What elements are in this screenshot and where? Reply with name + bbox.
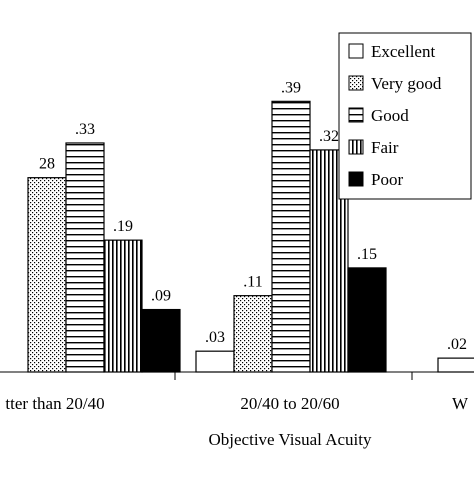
bar-excellent-2 xyxy=(437,357,474,373)
legend-label-fair: Fair xyxy=(371,138,399,157)
data-label-fair-1: .32 xyxy=(319,128,339,145)
category-labels: tter than 20/40 20/40 to 20/60 W xyxy=(5,394,469,413)
legend-label-very-good: Very good xyxy=(371,74,442,93)
legend-swatch-very-good xyxy=(348,75,364,91)
bar-excellent-1 xyxy=(195,350,235,373)
data-label-good-1: .39 xyxy=(281,79,301,96)
legend-swatch-poor xyxy=(348,171,364,187)
legend-label-excellent: Excellent xyxy=(371,42,435,61)
data-label-good-0: .33 xyxy=(75,121,95,138)
data-label-poor-1: .15 xyxy=(357,246,377,263)
data-label-very-good-1: .11 xyxy=(243,274,262,291)
legend-swatch-fair xyxy=(348,139,364,155)
legend-label-good: Good xyxy=(371,106,409,125)
bar-fair-0 xyxy=(103,239,143,373)
bar-good-1 xyxy=(271,100,311,373)
data-label-excellent-1: .03 xyxy=(205,329,225,346)
category-label-0: tter than 20/40 xyxy=(5,394,104,413)
ticks-layer xyxy=(174,372,413,380)
legend-swatch-good xyxy=(348,107,364,123)
bar-very-good-0 xyxy=(27,177,67,373)
legend-label-poor: Poor xyxy=(371,170,403,189)
category-label-2: W xyxy=(452,394,469,413)
bar-good-0 xyxy=(65,142,105,373)
data-label-very-good-0: 28 xyxy=(39,156,55,173)
data-label-poor-0: .09 xyxy=(151,288,171,305)
legend-swatch-excellent xyxy=(348,43,364,59)
x-axis-title: Objective Visual Acuity xyxy=(209,430,372,449)
bar-poor-0 xyxy=(141,308,181,373)
data-label-fair-0: .19 xyxy=(113,218,133,235)
data-label-excellent-2: .02 xyxy=(447,336,467,353)
bar-very-good-1 xyxy=(233,295,273,373)
legend: Excellent Very good Good Fair Poor xyxy=(338,32,472,200)
bar-poor-1 xyxy=(347,267,387,373)
category-label-1: 20/40 to 20/60 xyxy=(240,394,339,413)
